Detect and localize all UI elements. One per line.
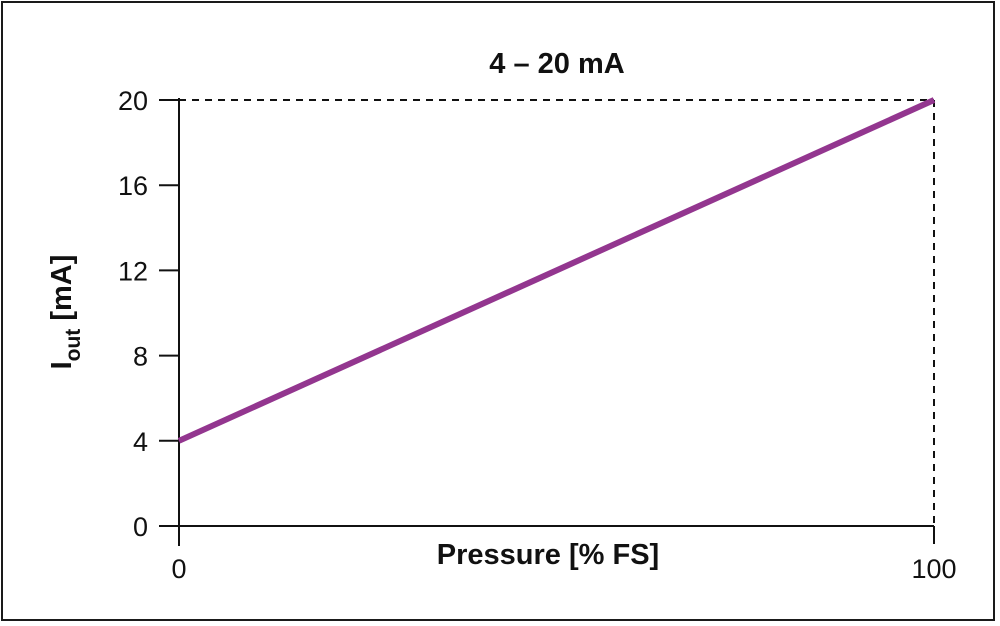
axes — [159, 98, 934, 546]
y-tick-label: 12 — [118, 256, 148, 286]
y-axis-label-unit: [mA] — [46, 255, 78, 329]
y-tick-label: 16 — [118, 171, 148, 201]
x-tick-label: 100 — [911, 554, 956, 584]
series-group — [177, 97, 936, 444]
reference-lines — [179, 99, 935, 536]
series-line — [177, 97, 936, 444]
chart-title: 4 – 20 mA — [489, 48, 624, 80]
x-axis-ticks: 0 100 — [171, 526, 957, 584]
y-tick-label: 8 — [133, 342, 148, 372]
y-tick-label: 20 — [118, 86, 148, 116]
x-axis-label: Pressure [% FS] — [437, 539, 659, 571]
y-axis-label: Iout [mA] — [46, 255, 85, 370]
y-tick-label: 4 — [133, 427, 148, 457]
x-tick-label: 0 — [171, 554, 186, 584]
y-tick-label: 0 — [133, 512, 148, 542]
y-axis-label-sub: out — [62, 329, 85, 362]
y-axis-ticks: 0 4 8 12 16 20 — [118, 86, 179, 542]
y-axis-label-main: I — [46, 361, 78, 369]
